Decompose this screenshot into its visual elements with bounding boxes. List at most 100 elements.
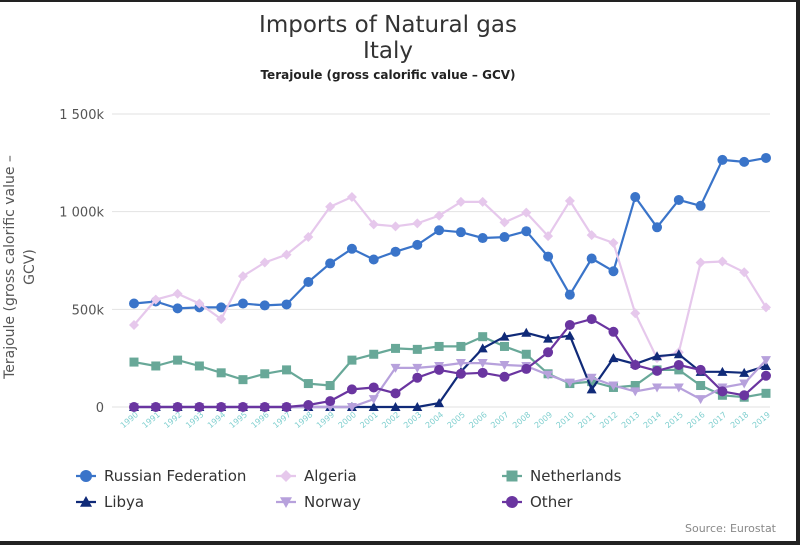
point-other-1993 bbox=[194, 402, 205, 412]
point-libya-2012 bbox=[608, 353, 619, 363]
point-norway-2014 bbox=[652, 383, 663, 393]
point-netherlands-2001 bbox=[369, 349, 379, 359]
x-tick-label-2004: 2004 bbox=[424, 410, 445, 430]
x-tick-label-1998: 1998 bbox=[293, 410, 314, 430]
point-other-2002 bbox=[390, 388, 401, 399]
point-netherlands-1992 bbox=[173, 355, 183, 365]
x-tick-label-1993: 1993 bbox=[184, 410, 205, 430]
legend-label-norway: Norway bbox=[304, 493, 361, 511]
legend-label-netherlands: Netherlands bbox=[530, 467, 622, 485]
point-russian-federation-1998 bbox=[303, 276, 314, 287]
point-russian-federation-2008 bbox=[521, 226, 532, 237]
point-algeria-1997 bbox=[281, 249, 292, 260]
point-russian-federation-2017 bbox=[717, 154, 728, 165]
legend-item-norway[interactable]: Norway bbox=[276, 493, 361, 511]
point-algeria-2008 bbox=[521, 207, 532, 218]
point-russian-federation-1992 bbox=[172, 303, 183, 314]
point-libya-2002 bbox=[390, 402, 401, 411]
source-credit: Source: Eurostat bbox=[685, 522, 777, 535]
point-libya-2017 bbox=[717, 366, 728, 376]
x-tick-label-2010: 2010 bbox=[555, 410, 576, 430]
x-tick-label-2015: 2015 bbox=[664, 410, 685, 430]
point-other-1995 bbox=[237, 402, 248, 412]
x-tick-label-2012: 2012 bbox=[598, 410, 619, 430]
y-axis-title-line1: Terajoule (gross calorific value – bbox=[2, 155, 18, 380]
x-tick-label-2014: 2014 bbox=[642, 410, 663, 430]
point-russian-federation-2011 bbox=[586, 253, 597, 264]
point-algeria-1999 bbox=[325, 201, 336, 212]
point-norway-2002 bbox=[390, 363, 401, 373]
point-other-1997 bbox=[281, 402, 292, 412]
legend-marker-norway bbox=[280, 497, 292, 508]
point-netherlands-2002 bbox=[391, 343, 401, 353]
point-algeria-2002 bbox=[390, 221, 401, 232]
point-netherlands-2000 bbox=[347, 355, 357, 365]
point-russian-federation-1996 bbox=[259, 300, 270, 311]
point-russian-federation-1999 bbox=[325, 258, 336, 269]
point-netherlands-2004 bbox=[434, 341, 444, 351]
point-norway-2019 bbox=[761, 356, 771, 366]
x-tick-label-2005: 2005 bbox=[446, 410, 467, 430]
point-libya-2014 bbox=[652, 351, 663, 361]
point-other-2011 bbox=[586, 314, 597, 325]
point-algeria-2001 bbox=[368, 219, 379, 230]
point-norway-2013 bbox=[630, 387, 641, 397]
point-other-2004 bbox=[434, 364, 445, 375]
point-russian-federation-2004 bbox=[434, 225, 445, 236]
point-netherlands-1994 bbox=[216, 368, 226, 378]
point-algeria-2007 bbox=[499, 217, 510, 228]
point-netherlands-2013 bbox=[630, 381, 640, 391]
point-algeria-2013 bbox=[630, 308, 641, 319]
point-russian-federation-2013 bbox=[630, 192, 641, 203]
point-norway-2015 bbox=[673, 383, 684, 393]
x-tick-label-1996: 1996 bbox=[249, 410, 270, 430]
x-tick-label-2009: 2009 bbox=[533, 410, 554, 430]
point-algeria-1991 bbox=[150, 294, 161, 305]
point-netherlands-1995 bbox=[238, 375, 248, 385]
y-axis-title: Terajoule (gross calorific value – GCV) bbox=[2, 155, 38, 380]
series-layer bbox=[129, 152, 771, 412]
point-russian-federation-1990 bbox=[129, 298, 139, 309]
legend-item-algeria[interactable]: Algeria bbox=[276, 467, 357, 485]
point-netherlands-1991 bbox=[151, 361, 161, 371]
legend-item-russian-federation[interactable]: Russian Federation bbox=[76, 467, 246, 485]
x-tick-label-2002: 2002 bbox=[380, 410, 401, 430]
point-other-1992 bbox=[172, 402, 183, 412]
x-tick-label-1995: 1995 bbox=[228, 410, 249, 430]
legend-marker-russian-federation bbox=[80, 470, 92, 482]
point-algeria-2017 bbox=[717, 256, 728, 267]
x-tick-label-2003: 2003 bbox=[402, 410, 423, 430]
point-algeria-2006 bbox=[477, 196, 488, 207]
point-norway-2011 bbox=[586, 373, 597, 383]
point-russian-federation-2015 bbox=[673, 194, 684, 205]
point-other-2007 bbox=[499, 371, 510, 382]
point-algeria-2012 bbox=[608, 237, 619, 248]
point-libya-2003 bbox=[412, 402, 423, 411]
point-other-2000 bbox=[346, 384, 357, 395]
point-algeria-1996 bbox=[259, 257, 270, 268]
point-algeria-1990 bbox=[129, 319, 139, 330]
series-line-other bbox=[134, 318, 767, 409]
legend-item-other[interactable]: Other bbox=[502, 493, 573, 511]
legend-label-other: Other bbox=[530, 493, 573, 511]
y-tick-label-2: 1 000k bbox=[59, 206, 104, 221]
legend-item-netherlands[interactable]: Netherlands bbox=[502, 467, 622, 485]
point-norway-2003 bbox=[412, 363, 423, 373]
point-norway-2007 bbox=[499, 361, 510, 371]
point-netherlands-2007 bbox=[499, 341, 509, 351]
x-tick-label-2000: 2000 bbox=[337, 410, 358, 430]
x-tick-label-2018: 2018 bbox=[729, 410, 750, 430]
point-netherlands-2003 bbox=[412, 344, 422, 354]
point-algeria-2019 bbox=[761, 302, 771, 313]
point-russian-federation-2012 bbox=[608, 266, 619, 277]
point-other-2005 bbox=[455, 368, 466, 379]
point-russian-federation-1995 bbox=[237, 298, 248, 309]
point-netherlands-1996 bbox=[260, 369, 270, 379]
legend-item-libya[interactable]: Libya bbox=[76, 493, 144, 511]
point-libya-2011 bbox=[586, 384, 597, 394]
y-axis-ticks: 0 500k 1 000k 1 500k bbox=[59, 108, 104, 416]
x-tick-label-2001: 2001 bbox=[358, 410, 379, 430]
legend-label-russian-federation: Russian Federation bbox=[104, 467, 246, 485]
point-other-2010 bbox=[564, 319, 575, 330]
point-other-2018 bbox=[739, 390, 750, 401]
